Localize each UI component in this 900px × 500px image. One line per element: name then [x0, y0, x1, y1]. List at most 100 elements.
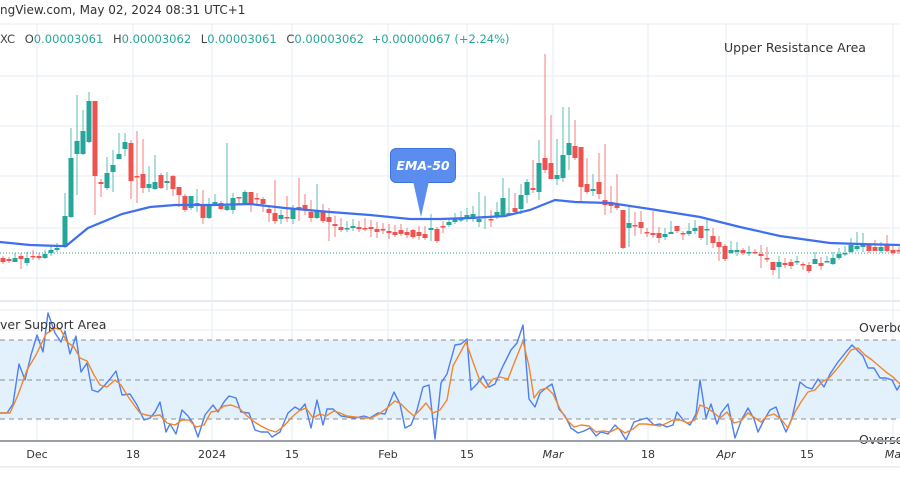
candle-body — [6, 259, 12, 261]
high-value: 0.00003062 — [121, 32, 192, 46]
candle-body — [878, 247, 884, 251]
candle-body — [710, 236, 716, 243]
candle-body — [584, 184, 590, 192]
candle-body — [896, 250, 900, 252]
open-value: 0.00003061 — [33, 32, 104, 46]
candle-body — [182, 196, 188, 210]
candle-body — [290, 208, 296, 219]
candle-body — [500, 198, 506, 215]
candle-body — [650, 233, 656, 235]
candle-body — [24, 258, 30, 263]
candle-body — [530, 188, 536, 190]
candle-body — [464, 215, 470, 218]
candle-body — [842, 253, 848, 255]
candle-body — [48, 250, 54, 253]
candle-body — [836, 254, 842, 258]
candle-body — [260, 199, 266, 204]
candle-body — [326, 217, 332, 222]
candle-body — [518, 195, 524, 209]
candle-body — [494, 212, 500, 217]
candle-body — [596, 182, 602, 194]
candle-body — [458, 219, 464, 221]
candle-body — [542, 158, 548, 170]
low-value: 0.00003061 — [207, 32, 277, 46]
candle-body — [884, 245, 890, 251]
time-axis-tick: 15 — [800, 448, 814, 461]
candle-body — [272, 213, 278, 221]
candle-body — [830, 258, 836, 264]
candle-body — [860, 245, 866, 247]
candle-body — [356, 227, 362, 229]
candle-body — [74, 141, 80, 154]
ema-50-line — [0, 198, 900, 248]
candle-body — [128, 143, 134, 181]
oversold-label: Overso — [859, 432, 900, 447]
candle-body — [0, 258, 6, 262]
candle-body — [12, 258, 18, 262]
candle-body — [506, 213, 512, 215]
lower-support-label: ver Support Area — [0, 317, 107, 332]
change-value: +0.00000067 (+2.24%) — [371, 32, 510, 46]
candle-body — [722, 246, 728, 259]
time-axis-tick: Dec — [26, 448, 48, 461]
candle-body — [662, 234, 668, 237]
candle-body — [632, 225, 638, 227]
candle-body — [674, 226, 680, 231]
overbought-label: Overbo — [859, 320, 900, 335]
candle-body — [242, 192, 248, 205]
candle-body — [36, 256, 42, 258]
time-axis-tick: 15 — [285, 448, 299, 461]
high-label: H — [112, 32, 122, 46]
candle-body — [554, 175, 560, 179]
candle-body — [656, 233, 662, 238]
candle-body — [176, 187, 182, 195]
candle-body — [212, 202, 218, 204]
candle-body — [680, 233, 686, 235]
candle-body — [86, 101, 92, 142]
candle-body — [110, 165, 116, 172]
rsi-signal-line — [0, 327, 900, 434]
candle-body — [686, 231, 692, 234]
upper-resistance-label: Upper Resistance Area — [724, 40, 866, 55]
open-label: O — [24, 32, 34, 46]
candle-body — [362, 228, 368, 230]
time-axis-border — [0, 466, 900, 468]
time-axis-tick: 15 — [460, 448, 474, 461]
candle-body — [30, 256, 36, 258]
candle-body — [704, 229, 710, 231]
candle-body — [116, 154, 122, 159]
candle-body — [18, 256, 24, 259]
candle-body — [866, 245, 872, 251]
rsi-line — [0, 312, 900, 441]
candle-body — [194, 203, 200, 205]
candle-body — [308, 212, 314, 218]
candle-body — [380, 229, 386, 231]
candle-body — [80, 131, 86, 154]
pane-divider[interactable] — [0, 300, 900, 302]
ema-50-callout: EMA-50 — [390, 148, 456, 183]
candle-body — [392, 232, 398, 235]
low-label: L — [200, 32, 208, 46]
candle-body — [188, 196, 194, 208]
candle-body — [368, 227, 374, 229]
candle-body — [752, 252, 758, 254]
candle-body — [398, 230, 404, 234]
candle-body — [668, 232, 674, 234]
candle-body — [776, 262, 782, 267]
candle-body — [806, 265, 812, 271]
candle-body — [758, 254, 764, 256]
candle-body — [152, 182, 158, 189]
time-axis[interactable]: Dec 18 2024 15 Feb 15 Mar 18 Apr 15 Ma — [0, 445, 900, 467]
candle-body — [236, 197, 242, 199]
candle-body — [770, 262, 776, 270]
candle-body — [740, 250, 746, 253]
candle-body — [872, 247, 878, 251]
candle-body — [764, 258, 770, 260]
candle-body — [158, 175, 164, 188]
candle-body — [284, 217, 290, 219]
time-axis-tick: 2024 — [198, 448, 226, 461]
oscillator-bottom-border — [0, 440, 900, 442]
candle-body — [566, 143, 572, 155]
candle-body — [68, 158, 74, 217]
